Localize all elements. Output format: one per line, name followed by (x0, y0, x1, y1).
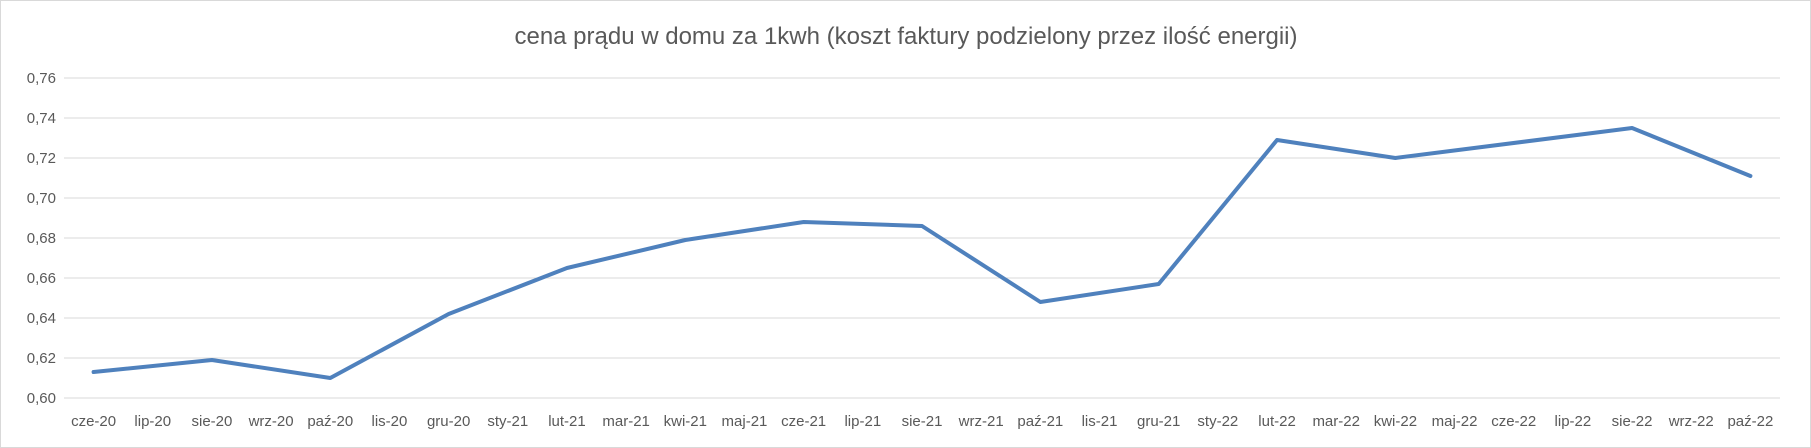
x-tick-label: cze-21 (781, 413, 826, 430)
x-tick-label: sty-22 (1197, 413, 1238, 430)
x-tick-label: kwi-22 (1374, 413, 1417, 430)
x-tick-label: cze-22 (1491, 413, 1536, 430)
x-tick-label: lip-21 (844, 413, 881, 430)
x-axis-ticks: cze-20 lip-20 sie-20 wrz-20 paź-20 lis-20 gru-… (71, 413, 1773, 430)
x-tick-label: paź-22 (1727, 413, 1773, 430)
x-tick-label: cze-20 (71, 413, 116, 430)
y-tick-label: 0,64 (27, 310, 56, 327)
x-tick-label: gru-20 (427, 413, 470, 430)
x-tick-label: sie-22 (1612, 413, 1653, 430)
y-tick-label: 0,74 (27, 110, 56, 127)
y-tick-label: 0,72 (27, 150, 56, 167)
x-tick-label: sty-21 (487, 413, 528, 430)
x-tick-label: sie-21 (902, 413, 943, 430)
x-tick-label: lip-20 (134, 413, 171, 430)
y-axis-ticks: 0,76 0,74 0,72 0,70 0,68 0,66 0,64 0,62 0,60 (27, 70, 56, 407)
x-tick-label: paź-20 (307, 413, 353, 430)
x-tick-label: wrz-22 (1668, 413, 1714, 430)
y-tick-label: 0,76 (27, 70, 56, 87)
y-tick-label: 0,70 (27, 190, 56, 207)
x-tick-label: lut-22 (1258, 413, 1296, 430)
x-tick-label: lip-22 (1555, 413, 1592, 430)
y-tick-label: 0,68 (27, 230, 56, 247)
x-tick-label: mar-21 (602, 413, 650, 430)
x-tick-label: lis-21 (1082, 413, 1118, 430)
x-tick-label: wrz-21 (958, 413, 1004, 430)
x-tick-label: lut-21 (548, 413, 586, 430)
x-tick-label: maj-22 (1432, 413, 1478, 430)
y-tick-label: 0,62 (27, 350, 56, 367)
x-tick-label: lis-20 (372, 413, 408, 430)
x-tick-label: maj-21 (722, 413, 768, 430)
y-tick-label: 0,66 (27, 270, 56, 287)
x-tick-label: kwi-21 (664, 413, 707, 430)
x-tick-label: mar-22 (1312, 413, 1360, 430)
gridlines (64, 77, 1780, 399)
series-group (91, 126, 1753, 380)
series-line (91, 126, 1753, 380)
x-tick-label: gru-21 (1137, 413, 1180, 430)
y-tick-label: 0,60 (27, 390, 56, 407)
x-tick-label: sie-20 (192, 413, 233, 430)
chart-title: cena prądu w domu za 1kwh (koszt faktury… (514, 23, 1297, 50)
x-tick-label: wrz-20 (248, 413, 294, 430)
x-tick-label: paź-21 (1017, 413, 1063, 430)
